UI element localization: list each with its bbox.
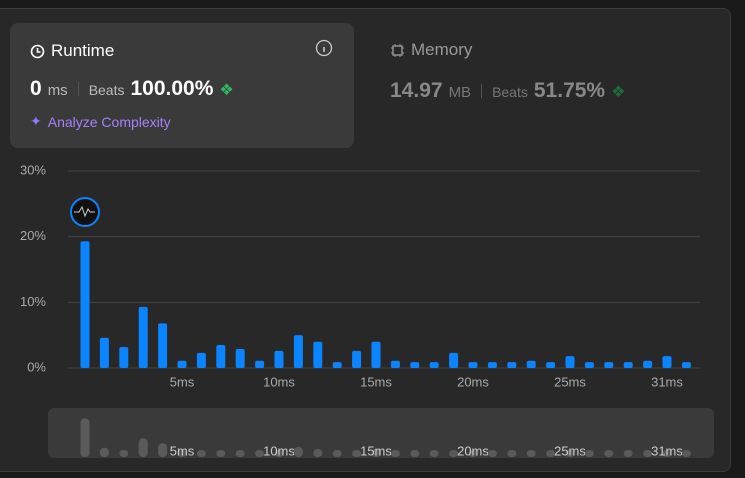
separator [77, 82, 79, 96]
memory-title: Memory [411, 40, 473, 59]
analyze-link[interactable]: ✦ Analyze Complexity [30, 113, 234, 130]
runtime-row: 0 ms Beats 100.00% ❖ [30, 77, 234, 101]
runtime-card[interactable]: Runtime 0 ms Beats 100.00% ❖ ✦ Analyze C… [10, 23, 354, 148]
analyze-text: Analyze Complexity [47, 113, 171, 130]
chip-icon [391, 43, 404, 57]
separator [481, 84, 483, 98]
info-icon[interactable] [315, 39, 333, 57]
runtime-header: Runtime [30, 41, 234, 61]
memory-tab[interactable]: Memory 14.97 MB Beats 51.75% ❖ [390, 40, 625, 103]
memory-unit: MB [448, 84, 472, 101]
runtime-content: Runtime 0 ms Beats 100.00% ❖ ✦ Analyze C… [30, 41, 234, 130]
memory-row: 14.97 MB Beats 51.75% ❖ [390, 79, 625, 103]
runtime-value: 0 [30, 77, 42, 100]
clock-icon [30, 44, 45, 58]
beats-label: Beats [88, 82, 125, 98]
memory-beats: 51.75% [533, 79, 606, 102]
memory-value: 14.97 [390, 79, 443, 102]
runtime-beats: 100.00% [130, 77, 214, 100]
clap-icon: ❖ [219, 82, 234, 99]
beats-label: Beats [492, 84, 528, 100]
sparkle-icon: ✦ [30, 113, 42, 129]
clap-icon: ❖ [611, 84, 626, 101]
runtime-title: Runtime [51, 41, 115, 60]
runtime-unit: ms [47, 82, 68, 99]
memory-header: Memory [390, 40, 625, 60]
